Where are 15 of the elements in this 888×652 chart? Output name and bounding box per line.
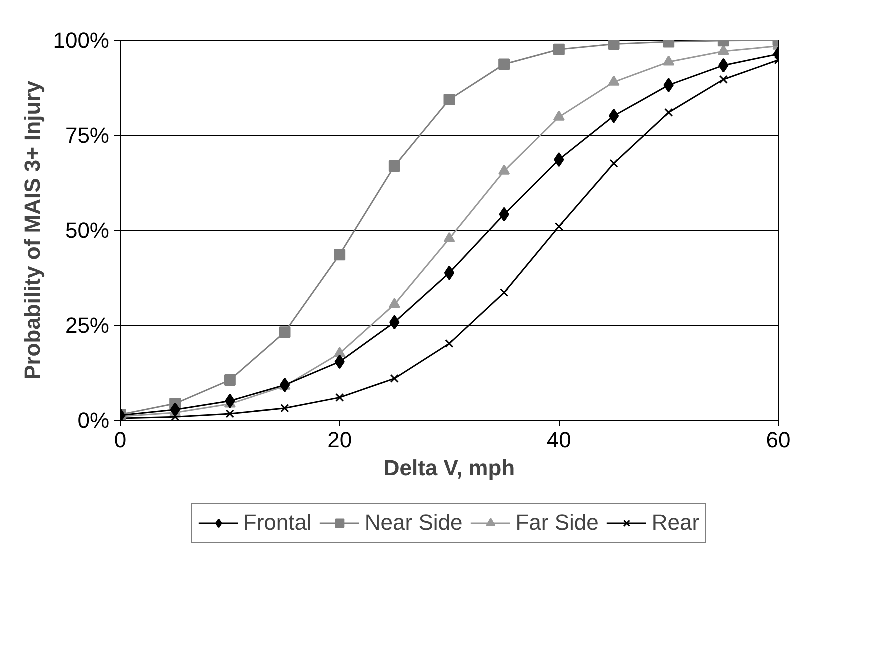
y-tick-label: 75% bbox=[65, 123, 110, 148]
y-tick-label: 100% bbox=[53, 28, 110, 53]
legend-label: Far Side bbox=[516, 510, 599, 536]
y-axis-title: Probability of MAIS 3+ Injury bbox=[20, 80, 46, 380]
legend-label: Frontal bbox=[243, 510, 312, 536]
x-tick-label: 0 bbox=[114, 428, 127, 452]
x-tick-label: 20 bbox=[328, 428, 352, 452]
y-tick-label: 25% bbox=[65, 313, 110, 338]
legend-label: Near Side bbox=[364, 510, 463, 536]
y-tick-label: 0% bbox=[78, 408, 110, 433]
x-tick-label: 40 bbox=[546, 428, 572, 452]
y-tick-label: 50% bbox=[65, 218, 110, 243]
x-axis-title: Delta V, mph bbox=[384, 456, 516, 480]
x-tick-label: 60 bbox=[766, 428, 791, 452]
legend-label: Rear bbox=[652, 510, 700, 536]
